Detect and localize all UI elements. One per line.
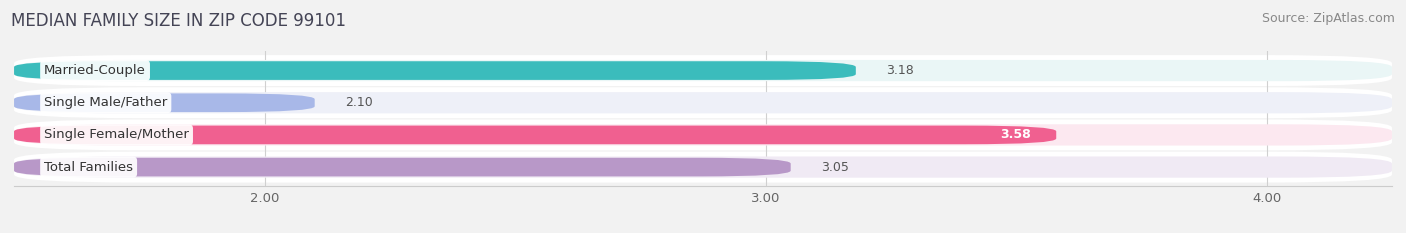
Text: 2.10: 2.10 [344, 96, 373, 109]
Text: Single Female/Mother: Single Female/Mother [44, 128, 188, 141]
Text: 3.18: 3.18 [886, 64, 914, 77]
FancyBboxPatch shape [14, 157, 1392, 178]
FancyBboxPatch shape [14, 124, 1392, 146]
FancyBboxPatch shape [14, 120, 1392, 150]
FancyBboxPatch shape [14, 61, 856, 80]
FancyBboxPatch shape [14, 60, 1392, 81]
Text: Total Families: Total Families [44, 161, 134, 174]
Text: Single Male/Father: Single Male/Father [44, 96, 167, 109]
Text: 3.05: 3.05 [821, 161, 849, 174]
FancyBboxPatch shape [14, 87, 1392, 118]
FancyBboxPatch shape [14, 55, 1392, 86]
FancyBboxPatch shape [14, 152, 1392, 182]
FancyBboxPatch shape [14, 93, 315, 112]
FancyBboxPatch shape [14, 92, 1392, 113]
Text: 3.58: 3.58 [1001, 128, 1031, 141]
FancyBboxPatch shape [14, 158, 790, 176]
FancyBboxPatch shape [14, 126, 1056, 144]
Text: MEDIAN FAMILY SIZE IN ZIP CODE 99101: MEDIAN FAMILY SIZE IN ZIP CODE 99101 [11, 12, 346, 30]
Text: Married-Couple: Married-Couple [44, 64, 146, 77]
Text: Source: ZipAtlas.com: Source: ZipAtlas.com [1261, 12, 1395, 25]
